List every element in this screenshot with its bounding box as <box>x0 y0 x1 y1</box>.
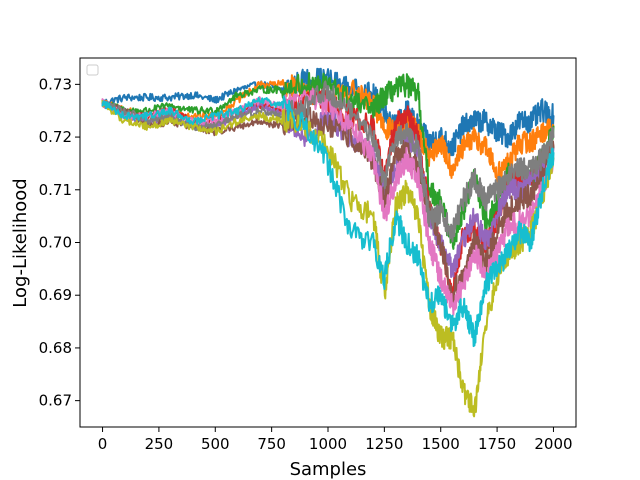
y-tick-label: 0.70 <box>39 234 72 252</box>
legend-box <box>86 64 99 76</box>
x-tick-label: 1250 <box>365 435 403 453</box>
y-tick-label: 0.72 <box>39 128 72 146</box>
x-tick-label: 2000 <box>534 435 572 453</box>
x-tick-label: 1750 <box>478 435 516 453</box>
x-axis-label: Samples <box>290 459 367 480</box>
y-tick-label: 0.73 <box>39 75 72 93</box>
x-tick-label: 0 <box>98 435 108 453</box>
series-line-6 <box>101 100 555 304</box>
x-tick-label: 1500 <box>422 435 460 453</box>
series-line-1 <box>101 67 555 157</box>
y-tick-label: 0.71 <box>39 181 72 199</box>
y-tick-label: 0.68 <box>39 339 72 357</box>
x-tick-label: 1000 <box>309 435 347 453</box>
y-axis: 0.67 0.68 0.69 0.70 0.71 0.72 0.73 <box>39 75 80 410</box>
x-tick-label: 500 <box>201 435 230 453</box>
y-tick-label: 0.67 <box>39 392 72 410</box>
series-line-7 <box>101 87 555 316</box>
series-line-8 <box>101 80 555 243</box>
y-tick-label: 0.69 <box>39 286 72 304</box>
x-tick-label: 750 <box>257 435 286 453</box>
series-line-9 <box>101 100 555 418</box>
series-line-10 <box>101 95 555 348</box>
x-axis: 0 250 500 750 1000 1250 1500 1750 2000 <box>98 427 573 453</box>
x-tick-label: 250 <box>145 435 174 453</box>
y-axis-label: Log-Likelihood <box>10 178 31 307</box>
series-layer <box>101 67 555 418</box>
